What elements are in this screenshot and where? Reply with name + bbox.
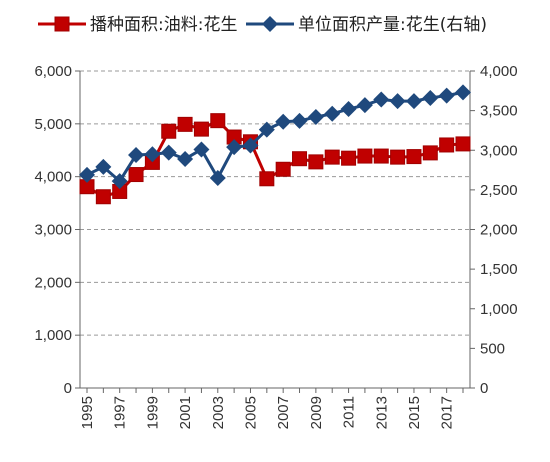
data-point-area xyxy=(373,148,389,164)
left-tick-label: 1,000 xyxy=(34,327,72,344)
left-tick-label: 3,000 xyxy=(34,222,72,239)
data-point-yield xyxy=(422,89,439,106)
data-point-yield xyxy=(373,91,390,108)
x-tick-label: 2009 xyxy=(308,396,325,429)
right-tick-label: 2,000 xyxy=(480,222,518,239)
gridlines xyxy=(80,70,470,336)
data-point-area xyxy=(161,123,177,139)
right-tick-label: 3,000 xyxy=(480,142,518,159)
x-tick-label: 2015 xyxy=(406,396,423,429)
left-tick-label: 4,000 xyxy=(34,169,72,186)
data-point-area xyxy=(341,150,357,166)
x-tick-label: 2003 xyxy=(210,396,227,429)
data-point-yield xyxy=(258,121,275,138)
legend-label-yield: 单位面积产量:花生(右轴) xyxy=(298,15,487,35)
right-tick-label: 1,000 xyxy=(480,301,518,318)
data-point-yield xyxy=(455,84,471,101)
data-point-yield xyxy=(95,158,112,175)
data-point-yield xyxy=(111,173,128,190)
data-point-area xyxy=(95,189,111,205)
data-point-area xyxy=(390,149,406,165)
data-point-yield xyxy=(209,169,226,186)
legend: 播种面积:油料:花生 单位面积产量:花生(右轴) xyxy=(38,15,487,35)
x-tick-label: 1997 xyxy=(112,396,129,429)
legend-label-area: 播种面积:油料:花生 xyxy=(90,15,237,35)
right-tick-label: 500 xyxy=(480,340,505,357)
right-tick-label: 3,500 xyxy=(480,103,518,120)
data-point-yield xyxy=(242,137,259,154)
x-tick-label: 1999 xyxy=(144,396,161,429)
legend-item-area: 播种面积:油料:花生 xyxy=(38,15,237,35)
legend-item-yield: 单位面积产量:花生(右轴) xyxy=(246,15,487,35)
data-point-yield xyxy=(389,93,406,110)
data-point-area xyxy=(275,161,291,177)
data-point-yield xyxy=(128,147,145,164)
data-point-yield xyxy=(438,87,455,104)
data-point-yield xyxy=(356,97,373,114)
right-tick-label: 1,500 xyxy=(480,261,518,278)
data-point-area xyxy=(324,149,340,165)
plot-area xyxy=(79,84,471,205)
left-tick-label: 5,000 xyxy=(34,116,72,133)
x-tick-label: 2005 xyxy=(242,396,259,429)
data-point-area xyxy=(259,171,275,187)
data-point-yield xyxy=(340,101,357,118)
left-y-axis: 0 1,000 2,000 3,000 4,000 5,000 6,000 xyxy=(34,63,80,397)
right-tick-label: 0 xyxy=(480,380,488,397)
data-point-area xyxy=(406,149,422,165)
data-point-area xyxy=(128,167,144,183)
left-tick-label: 6,000 xyxy=(34,63,72,80)
left-tick-label: 2,000 xyxy=(34,274,72,291)
data-point-yield xyxy=(324,105,341,122)
data-point-area xyxy=(439,137,455,153)
x-tick-label: 2017 xyxy=(439,396,456,429)
data-point-yield xyxy=(275,113,292,130)
data-point-area xyxy=(292,151,308,167)
data-point-area xyxy=(455,136,471,152)
x-tick-label: 2011 xyxy=(341,396,358,428)
x-axis: 1995 1997 1999 2001 2003 2005 2007 2009 2011 2013… xyxy=(79,388,464,429)
data-point-yield xyxy=(177,150,194,167)
right-y-axis: 0 500 1,000 1,500 2,000 2,500 3,000 3,500 4,000 xyxy=(470,63,518,397)
right-tick-label: 4,000 xyxy=(480,63,518,80)
data-point-area xyxy=(308,154,324,170)
data-point-area xyxy=(357,148,373,164)
data-point-yield xyxy=(193,141,210,158)
x-tick-label: 2013 xyxy=(373,396,390,429)
data-point-yield xyxy=(291,112,308,129)
x-tick-label: 2001 xyxy=(177,396,194,429)
right-tick-label: 2,500 xyxy=(480,182,518,199)
data-point-area xyxy=(422,145,438,161)
data-point-yield xyxy=(160,144,177,161)
data-point-yield xyxy=(226,139,243,156)
data-point-area xyxy=(193,121,209,137)
data-point-yield xyxy=(144,146,161,163)
data-point-yield xyxy=(307,108,324,125)
left-tick-label: 0 xyxy=(64,380,72,397)
x-tick-label: 2007 xyxy=(275,396,292,429)
data-point-area xyxy=(210,113,226,129)
x-tick-label: 1995 xyxy=(79,396,96,429)
data-point-area xyxy=(177,116,193,132)
data-point-yield xyxy=(79,166,95,183)
data-point-yield xyxy=(405,93,422,110)
